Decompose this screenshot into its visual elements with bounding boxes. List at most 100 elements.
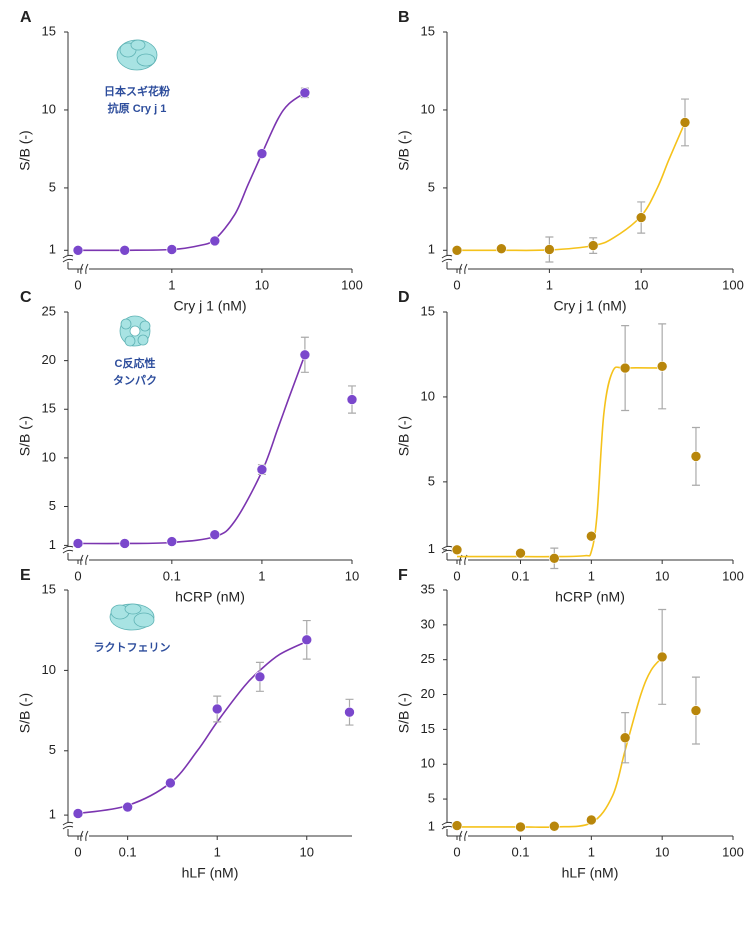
annotation: 抗原 Cry j 1 xyxy=(108,101,167,115)
data-point xyxy=(515,821,526,833)
data-point xyxy=(211,703,223,715)
y-tick-label: 5 xyxy=(49,742,56,757)
x-axis-label: Cry j 1 (nM) xyxy=(553,298,626,314)
data-point xyxy=(619,362,631,374)
axis-break xyxy=(441,254,453,263)
x-tick-label: 1 xyxy=(588,568,595,583)
data-point xyxy=(549,820,560,832)
data-point xyxy=(496,243,507,255)
annotation: タンパク xyxy=(113,374,157,387)
fit-curve xyxy=(457,657,663,829)
annotation: ラクトフェリン xyxy=(94,641,171,654)
data-point xyxy=(119,538,131,549)
x-tick-label: 1 xyxy=(214,844,221,859)
y-tick-label: 5 xyxy=(49,498,56,513)
y-tick-label: 10 xyxy=(421,756,435,771)
protein-icon xyxy=(119,315,151,347)
data-point xyxy=(209,235,221,247)
x-tick-label: 0 xyxy=(74,568,81,583)
y-tick-label: 25 xyxy=(421,651,435,666)
data-point xyxy=(72,244,84,256)
y-tick-label: 20 xyxy=(42,352,56,367)
fit-curve xyxy=(77,640,308,815)
fit-curve xyxy=(77,92,306,252)
data-point xyxy=(256,148,268,159)
x-tick-label: 10 xyxy=(300,844,314,859)
data-point xyxy=(166,536,178,547)
fit-curve xyxy=(456,122,686,252)
axis-break xyxy=(62,545,74,554)
y-axis-label: S/B (-) xyxy=(396,416,412,456)
x-axis-label: hCRP (nM) xyxy=(175,589,245,605)
y-tick-label: 1 xyxy=(49,537,56,552)
data-point xyxy=(72,538,84,549)
y-tick-label: 15 xyxy=(421,721,435,736)
y-tick-label: 10 xyxy=(421,101,435,116)
x-axis-label: hCRP (nM) xyxy=(555,589,625,605)
y-tick-label: 1 xyxy=(49,242,56,257)
data-point xyxy=(544,244,555,255)
x-tick-label: 100 xyxy=(722,844,744,859)
x-axis-label: Cry j 1 (nM) xyxy=(173,298,246,314)
y-tick-label: 5 xyxy=(428,179,435,194)
x-tick-label: 0 xyxy=(453,568,460,583)
data-point xyxy=(451,820,463,831)
data-point xyxy=(344,706,355,718)
x-tick-label: 0.1 xyxy=(511,568,529,583)
data-point xyxy=(209,529,221,541)
data-point xyxy=(619,732,631,744)
y-tick-label: 5 xyxy=(49,179,56,194)
x-tick-label: 10 xyxy=(634,277,648,292)
protein-icon xyxy=(109,603,155,631)
axis-break xyxy=(459,830,468,842)
y-tick-label: 15 xyxy=(421,303,435,318)
y-tick-label: 1 xyxy=(428,818,435,833)
data-point xyxy=(299,349,311,361)
x-tick-label: 100 xyxy=(722,568,744,583)
data-point xyxy=(119,244,131,256)
panel-letter: A xyxy=(20,9,32,26)
y-tick-label: 10 xyxy=(42,662,56,677)
data-point xyxy=(256,464,268,475)
data-point xyxy=(587,240,599,251)
axis-break xyxy=(80,263,89,275)
data-point xyxy=(166,244,178,255)
fit-curve xyxy=(77,354,306,545)
y-tick-label: 5 xyxy=(428,791,435,806)
data-point xyxy=(635,212,647,223)
x-tick-label: 1 xyxy=(168,277,175,292)
data-point xyxy=(549,553,560,564)
y-tick-label: 5 xyxy=(428,473,435,488)
axis-break xyxy=(80,830,89,842)
x-tick-label: 0.1 xyxy=(511,844,529,859)
x-tick-label: 0.1 xyxy=(163,568,181,583)
data-point xyxy=(586,530,597,542)
x-axis-label: hLF (nM) xyxy=(182,865,239,881)
panel-letter: D xyxy=(398,289,410,306)
x-tick-label: 100 xyxy=(722,277,744,292)
data-point xyxy=(679,117,691,128)
y-tick-label: 30 xyxy=(421,616,435,631)
fit-curve xyxy=(457,366,663,558)
x-axis-label: hLF (nM) xyxy=(562,865,619,881)
panel-letter: E xyxy=(20,567,31,584)
y-tick-label: 20 xyxy=(421,686,435,701)
data-point xyxy=(586,814,597,826)
data-point xyxy=(165,777,176,789)
y-tick-label: 15 xyxy=(42,401,56,416)
data-point xyxy=(346,394,358,405)
x-tick-label: 0 xyxy=(74,277,81,292)
x-tick-label: 10 xyxy=(255,277,269,292)
x-tick-label: 0.1 xyxy=(119,844,137,859)
panel-letter: F xyxy=(398,567,408,584)
y-tick-label: 1 xyxy=(428,242,435,257)
protein-icon xyxy=(116,39,158,71)
y-axis-label: S/B (-) xyxy=(396,693,412,733)
x-tick-label: 10 xyxy=(655,568,669,583)
data-point xyxy=(451,544,463,556)
y-tick-label: 15 xyxy=(42,581,56,596)
data-point xyxy=(72,808,84,819)
y-tick-label: 1 xyxy=(49,807,56,822)
panel-letter: B xyxy=(398,9,410,26)
